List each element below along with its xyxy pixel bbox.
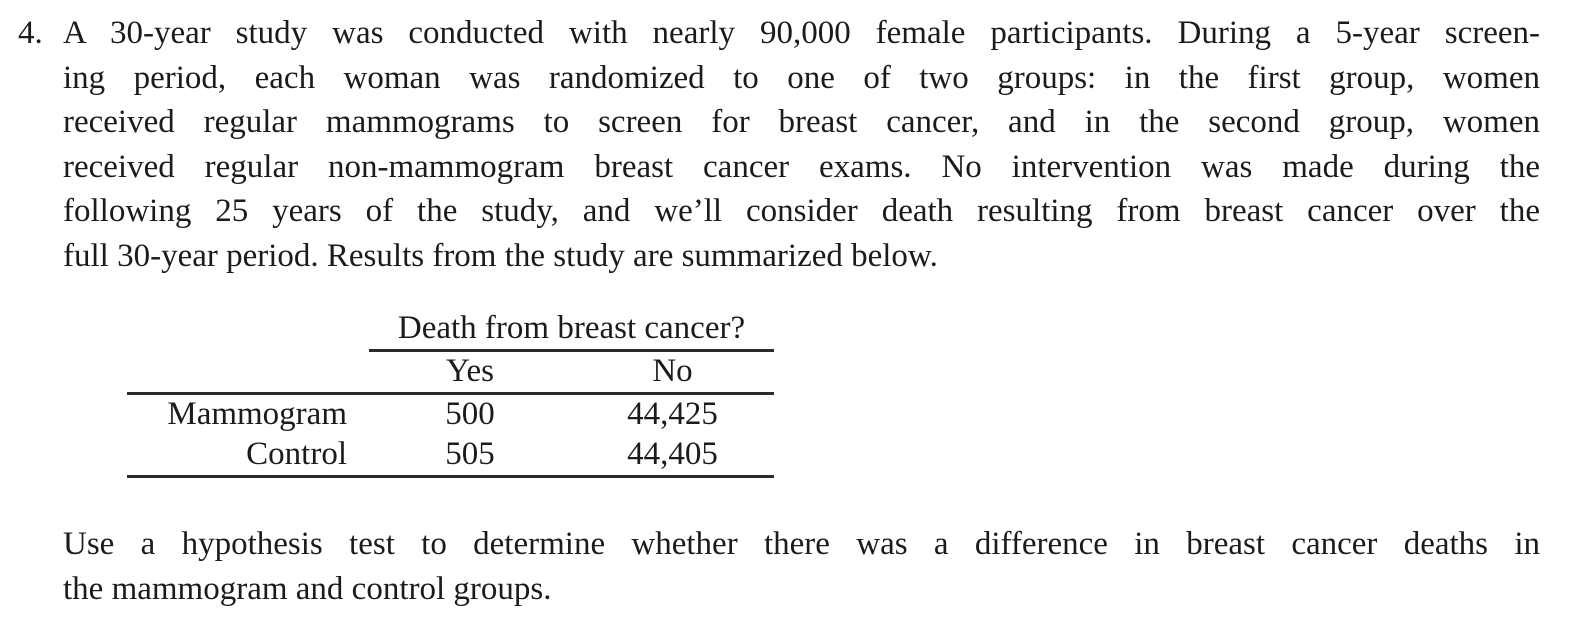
- problem-item: 4. A 30-year study was conducted with ne…: [18, 11, 1540, 611]
- text-line: A 30-year study was conducted with nearl…: [63, 15, 1540, 51]
- table-row: Mammogram 500 44,425: [127, 394, 774, 436]
- empty-corner-cell: [127, 350, 369, 395]
- text-line: following 25 years of the study, and we’…: [63, 193, 1540, 229]
- row-label-control: Control: [127, 435, 369, 478]
- span-header-cell: Death from breast cancer?: [369, 309, 774, 352]
- cell-control-yes: 505: [369, 435, 571, 478]
- cell-mammogram-no: 44,425: [627, 396, 718, 432]
- text-line: received regular mammograms to screen fo…: [63, 104, 1540, 140]
- column-header-row: Yes No: [127, 350, 774, 395]
- problem-intro-paragraph: A 30-year study was conducted with nearl…: [63, 11, 1540, 278]
- text-line: Use a hypothesis test to determine wheth…: [63, 526, 1540, 562]
- empty-corner-cell: [127, 309, 369, 351]
- study-results-table: Death from breast cancer? Yes No Mammogr…: [127, 309, 774, 478]
- table-row: Control 505 44,405: [127, 435, 774, 478]
- text-line: ing period, each woman was randomized to…: [63, 59, 1540, 96]
- text-line: the mammogram and control groups.: [63, 570, 552, 607]
- row-label-mammogram: Mammogram: [167, 396, 347, 432]
- column-header-no: No: [571, 350, 774, 395]
- span-header-row: Death from breast cancer?: [127, 309, 774, 352]
- text-line: received regular non-mammogram breast ca…: [63, 148, 1540, 185]
- column-header-yes: Yes: [369, 350, 571, 395]
- cell-control-no: 44,405: [571, 435, 774, 478]
- problem-body: A 30-year study was conducted with nearl…: [63, 11, 1540, 611]
- problem-question-paragraph: Use a hypothesis test to determine wheth…: [63, 522, 1540, 611]
- text-line: full 30-year period. Results from the st…: [63, 237, 938, 274]
- cell-mammogram-yes: 500: [445, 396, 495, 432]
- problem-number: 4.: [18, 15, 43, 51]
